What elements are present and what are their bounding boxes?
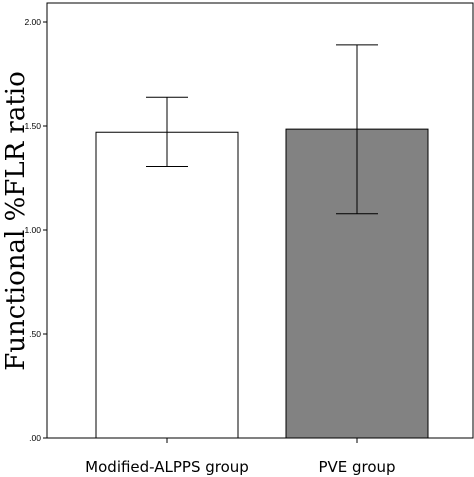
y-tick-label: 1.00 <box>24 225 41 235</box>
y-tick-label: .00 <box>29 433 41 443</box>
error-bars <box>146 44 378 215</box>
x-axis-ticks: Modified-ALPPS group PVE group <box>85 438 396 476</box>
y-axis-label: Functional %FLR ratio <box>1 71 31 371</box>
y-tick-label: .50 <box>29 329 41 339</box>
bar <box>95 131 239 439</box>
x-category-label: Modified-ALPPS group <box>85 458 249 476</box>
y-tick-label: 2.00 <box>24 17 41 27</box>
y-tick-label: 1.50 <box>24 121 41 131</box>
y-axis-ticks: .00 .50 1.00 1.50 2.00 <box>24 17 47 443</box>
x-category-label: PVE group <box>318 458 395 476</box>
